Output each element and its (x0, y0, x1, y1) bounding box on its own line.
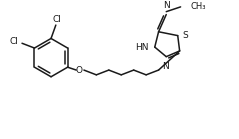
Text: N: N (163, 1, 170, 10)
Text: Cl: Cl (10, 37, 19, 46)
Text: CH₃: CH₃ (190, 2, 206, 11)
Text: Cl: Cl (52, 15, 61, 24)
Text: N: N (162, 62, 169, 71)
Text: S: S (183, 31, 188, 40)
Text: O: O (76, 66, 83, 75)
Text: HN: HN (136, 43, 149, 52)
